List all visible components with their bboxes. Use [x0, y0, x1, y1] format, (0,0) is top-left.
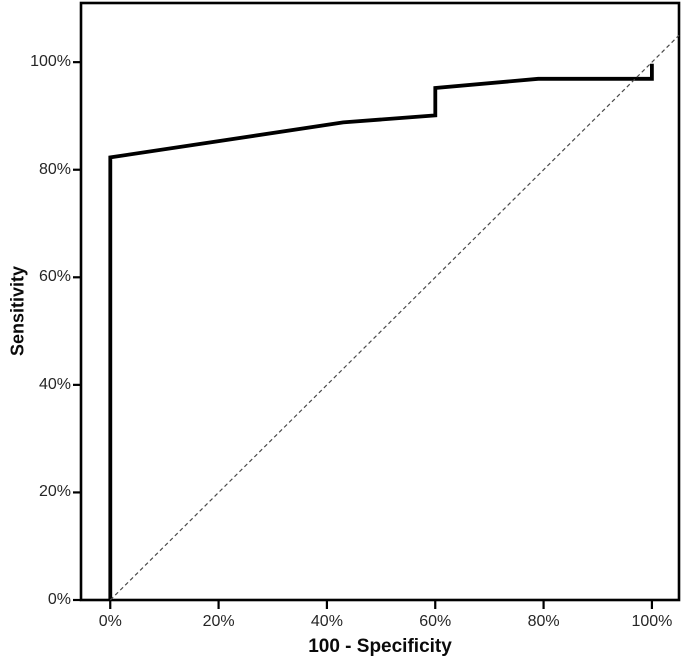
x-tick-label: 20%: [202, 613, 235, 630]
x-tick-label: 60%: [419, 613, 452, 630]
y-tick-label: 40%: [38, 375, 71, 393]
y-tick-label: 60%: [38, 268, 71, 286]
x-axis-title: 100 - Specificity: [308, 636, 452, 657]
reference-diagonal-line: [109, 34, 680, 601]
x-tick-label: 40%: [310, 613, 343, 630]
plot-border: [79, 1, 681, 602]
x-tick-label: 100%: [631, 613, 673, 630]
roc-curve-line: [108, 63, 654, 600]
y-tick-label: 0%: [47, 591, 71, 608]
x-tick-label: 0%: [98, 613, 122, 630]
y-tick-label: 100%: [30, 53, 71, 71]
y-tick-label: 80%: [38, 160, 71, 178]
x-tick-label: 80%: [527, 613, 560, 630]
y-tick-label: 20%: [38, 483, 71, 501]
